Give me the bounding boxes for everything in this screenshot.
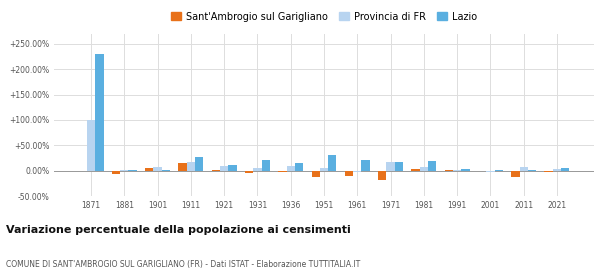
Bar (320, 168, 328, 171)
Bar (520, 167, 528, 171)
Bar (195, 157, 203, 171)
Bar (311, 171, 320, 177)
Bar (461, 169, 470, 171)
Bar (553, 169, 561, 171)
Bar (453, 170, 461, 171)
Bar (486, 171, 494, 172)
Bar (253, 168, 262, 171)
Bar (345, 171, 353, 176)
Bar (353, 171, 361, 172)
Text: Variazione percentuale della popolazione ai censimenti: Variazione percentuale della popolazione… (6, 225, 351, 235)
Bar (494, 170, 503, 171)
Bar (187, 162, 195, 171)
Bar (229, 165, 236, 171)
Legend: Sant'Ambrogio sul Garigliano, Provincia di FR, Lazio: Sant'Ambrogio sul Garigliano, Provincia … (167, 8, 481, 25)
Bar (412, 169, 419, 171)
Bar (245, 171, 253, 173)
Bar (395, 162, 403, 171)
Bar (511, 171, 520, 177)
Bar (178, 163, 187, 171)
Bar (287, 165, 295, 171)
Bar (419, 167, 428, 171)
Bar (95, 54, 104, 171)
Bar (544, 171, 553, 172)
Bar (145, 168, 154, 171)
Bar (328, 155, 337, 171)
Bar (220, 165, 229, 171)
Bar (278, 171, 287, 172)
Text: COMUNE DI SANT'AMBROGIO SUL GARIGLIANO (FR) - Dati ISTAT - Elaborazione TUTTITAL: COMUNE DI SANT'AMBROGIO SUL GARIGLIANO (… (6, 260, 360, 269)
Bar (162, 170, 170, 171)
Bar (262, 160, 270, 171)
Bar (528, 170, 536, 171)
Bar (378, 171, 386, 180)
Bar (154, 167, 162, 171)
Bar (295, 163, 303, 171)
Bar (87, 120, 95, 171)
Bar (386, 162, 395, 171)
Bar (361, 160, 370, 171)
Bar (112, 171, 120, 174)
Bar (561, 168, 569, 171)
Bar (428, 162, 436, 171)
